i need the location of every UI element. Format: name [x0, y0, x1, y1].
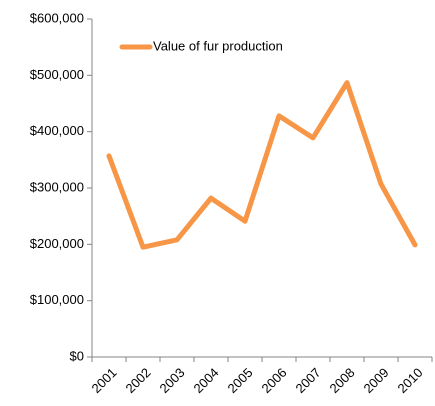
x-tick-label: 2009: [360, 365, 391, 396]
data-line: [106, 80, 418, 250]
y-tick-label: $600,000: [30, 10, 84, 25]
y-tick-label: $100,000: [30, 292, 84, 307]
y-tick-label: $500,000: [30, 67, 84, 82]
y-tick-label: $300,000: [30, 179, 84, 194]
x-tick-label: 2004: [190, 365, 221, 396]
x-tick-label: 2010: [394, 365, 425, 396]
x-tick-label: 2005: [224, 365, 255, 396]
y-tick-label: $0: [70, 348, 84, 363]
y-tick-label: $400,000: [30, 123, 84, 138]
x-tick-label: 2007: [292, 365, 323, 396]
legend-label: Value of fur production: [153, 38, 283, 53]
x-tick-label: 2001: [88, 365, 119, 396]
y-tick-label: $200,000: [30, 236, 84, 251]
x-tick-label: 2006: [258, 365, 289, 396]
x-tick-label: 2008: [326, 365, 357, 396]
x-tick-label: 2003: [156, 365, 187, 396]
x-tick-label: 2002: [122, 365, 153, 396]
